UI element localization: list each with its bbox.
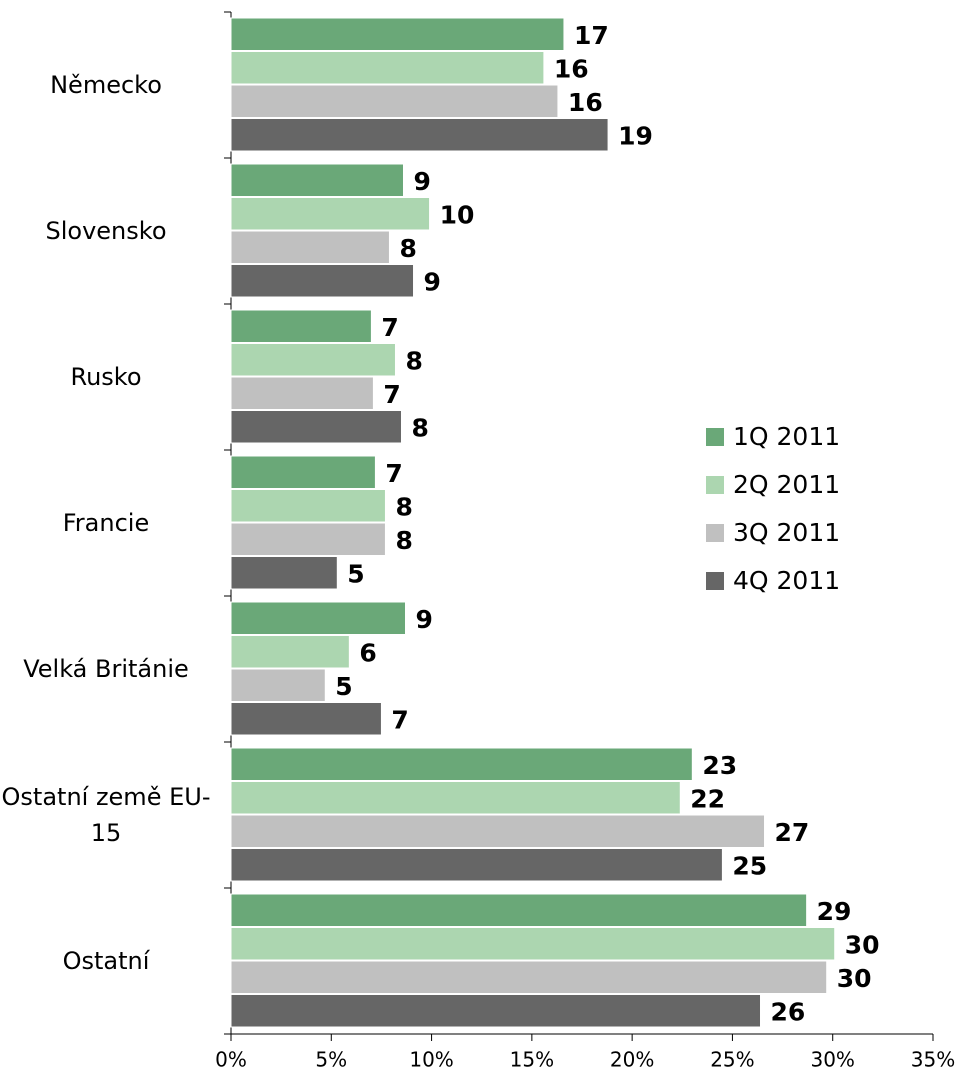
value-label: 6 xyxy=(359,638,376,667)
bar xyxy=(230,601,406,635)
category-label: Ostatní xyxy=(62,947,150,975)
legend-label: 1Q 2011 xyxy=(733,422,840,451)
bar xyxy=(230,893,808,927)
x-tick-label: 10% xyxy=(409,1048,453,1072)
bar xyxy=(230,197,431,231)
bar xyxy=(230,556,338,590)
x-tick-label: 20% xyxy=(610,1048,654,1072)
bar xyxy=(230,309,372,343)
legend-swatch xyxy=(706,476,724,494)
bar xyxy=(230,781,681,815)
value-label: 9 xyxy=(424,267,441,296)
bar xyxy=(230,489,386,523)
bar xyxy=(230,668,326,702)
value-label: 8 xyxy=(399,234,416,263)
category-label: Německo xyxy=(50,71,162,99)
category-label: Rusko xyxy=(70,363,142,391)
bar xyxy=(230,635,350,669)
value-label: 16 xyxy=(568,88,603,117)
legend-swatch xyxy=(706,524,724,542)
value-label: 27 xyxy=(775,818,810,847)
value-label: 9 xyxy=(415,605,432,634)
bar xyxy=(230,702,382,736)
value-label: 8 xyxy=(411,413,428,442)
category-label: Velká Británie xyxy=(23,655,189,683)
value-label: 7 xyxy=(383,380,400,409)
value-label: 7 xyxy=(391,705,408,734)
value-label: 5 xyxy=(347,559,364,588)
value-label: 29 xyxy=(817,897,852,926)
value-label: 23 xyxy=(702,751,737,780)
bar xyxy=(230,747,693,781)
bar xyxy=(230,927,836,961)
value-label: 17 xyxy=(574,21,609,50)
value-label: 9 xyxy=(413,167,430,196)
bar xyxy=(230,264,415,298)
bar xyxy=(230,410,402,444)
value-label: 16 xyxy=(554,54,589,83)
legend-label: 4Q 2011 xyxy=(733,566,840,595)
bar xyxy=(230,960,828,994)
value-label: 8 xyxy=(395,492,412,521)
bar xyxy=(230,118,609,152)
bar xyxy=(230,455,376,489)
x-tick-label: 25% xyxy=(710,1048,754,1072)
bar xyxy=(230,994,762,1028)
legend-swatch xyxy=(706,572,724,590)
legend-swatch xyxy=(706,428,724,446)
value-label: 25 xyxy=(732,851,767,880)
value-label: 30 xyxy=(845,930,880,959)
value-label: 10 xyxy=(440,200,475,229)
bar xyxy=(230,522,386,556)
category-label: Francie xyxy=(62,509,150,537)
bar xyxy=(230,84,559,118)
bar xyxy=(230,376,374,410)
bar xyxy=(230,848,723,882)
bar xyxy=(230,163,404,197)
bar xyxy=(230,343,396,377)
value-label: 5 xyxy=(335,672,352,701)
x-tick-label: 15% xyxy=(510,1048,554,1072)
value-label: 26 xyxy=(771,997,806,1026)
value-label: 7 xyxy=(385,459,402,488)
legend-label: 2Q 2011 xyxy=(733,470,840,499)
x-tick-label: 0% xyxy=(215,1048,247,1072)
bar xyxy=(230,51,545,85)
x-tick-label: 5% xyxy=(315,1048,347,1072)
x-tick-label: 35% xyxy=(911,1048,955,1072)
value-label: 8 xyxy=(395,526,412,555)
value-label: 30 xyxy=(837,964,872,993)
bar xyxy=(230,814,766,848)
x-tick-label: 30% xyxy=(810,1048,854,1072)
bar xyxy=(230,230,390,264)
value-label: 22 xyxy=(690,784,725,813)
category-label: Slovensko xyxy=(45,217,167,245)
legend-label: 3Q 2011 xyxy=(733,518,840,547)
value-label: 7 xyxy=(381,313,398,342)
category-label: Ostatní země EU-15 xyxy=(1,783,211,847)
bar xyxy=(230,17,565,51)
value-label: 8 xyxy=(405,346,422,375)
value-label: 19 xyxy=(618,121,653,150)
